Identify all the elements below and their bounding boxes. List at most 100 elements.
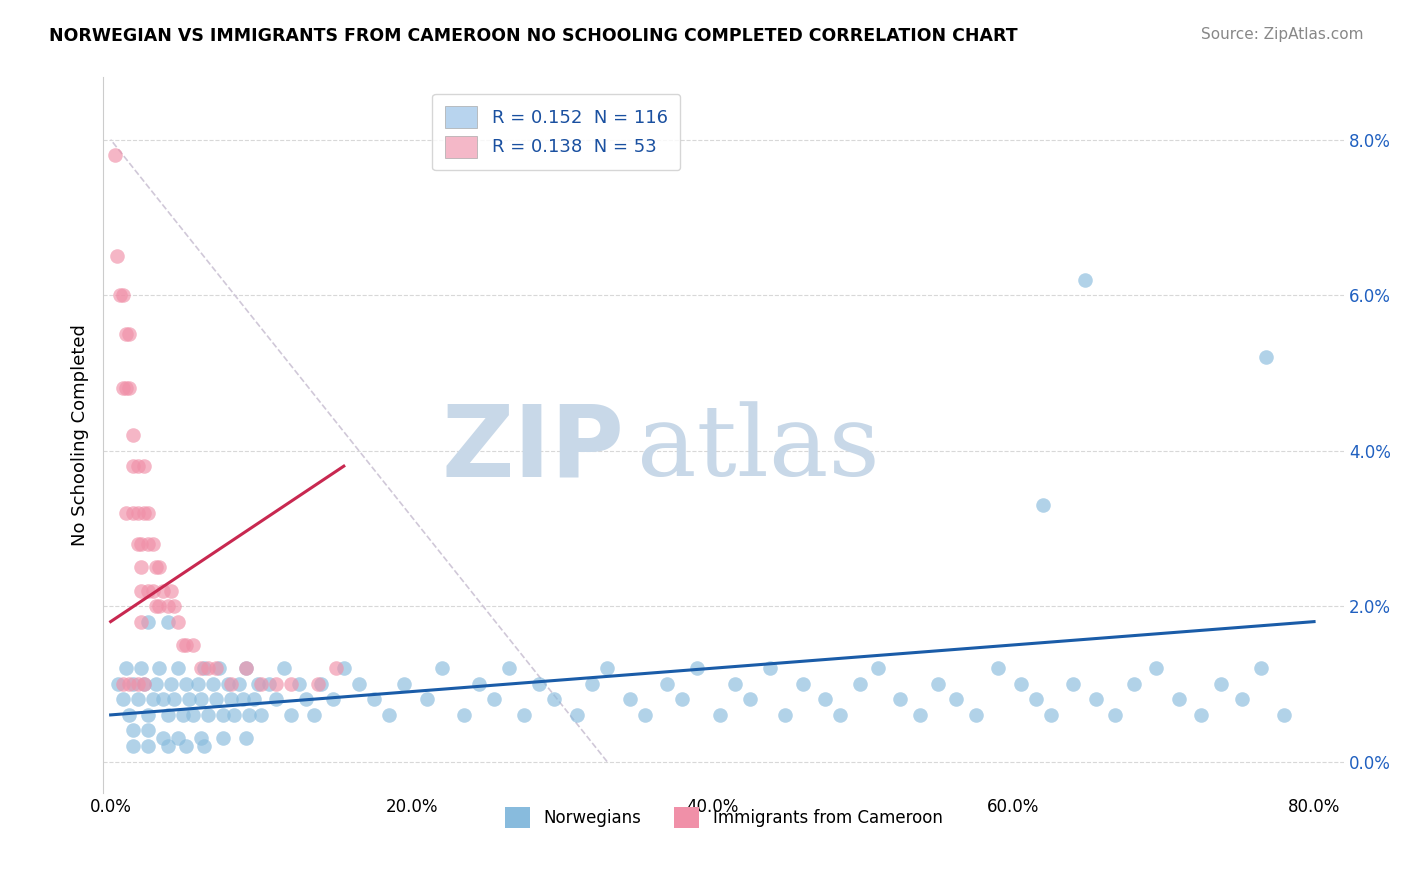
Point	[114, 506, 136, 520]
Point	[190, 692, 212, 706]
Point	[280, 677, 302, 691]
Point	[378, 707, 401, 722]
Point	[848, 677, 870, 691]
Point	[686, 661, 709, 675]
Point	[1062, 677, 1084, 691]
Point	[222, 707, 245, 722]
Point	[1084, 692, 1107, 706]
Point	[183, 638, 205, 652]
Point	[127, 506, 149, 520]
Point	[105, 249, 128, 263]
Point	[1122, 677, 1144, 691]
Point	[111, 677, 134, 691]
Point	[156, 615, 179, 629]
Point	[118, 677, 141, 691]
Point	[565, 707, 588, 722]
Point	[104, 148, 127, 162]
Point	[136, 506, 159, 520]
Point	[1074, 272, 1097, 286]
Point	[174, 638, 197, 652]
Point	[129, 661, 152, 675]
Point	[129, 560, 152, 574]
Point	[219, 677, 242, 691]
Point	[197, 707, 219, 722]
Point	[122, 677, 145, 691]
Point	[250, 677, 273, 691]
Point	[172, 638, 194, 652]
Point	[1039, 707, 1062, 722]
Point	[1010, 677, 1032, 691]
Point	[174, 677, 197, 691]
Point	[250, 707, 273, 722]
Text: atlas: atlas	[637, 401, 880, 497]
Point	[167, 731, 190, 746]
Point	[127, 677, 149, 691]
Point	[142, 583, 165, 598]
Text: Source: ZipAtlas.com: Source: ZipAtlas.com	[1201, 27, 1364, 42]
Point	[142, 537, 165, 551]
Point	[280, 707, 302, 722]
Point	[136, 739, 159, 753]
Point	[136, 615, 159, 629]
Point	[212, 731, 235, 746]
Point	[322, 692, 344, 706]
Point	[1209, 677, 1232, 691]
Point	[118, 707, 141, 722]
Point	[132, 459, 155, 474]
Point	[1144, 661, 1167, 675]
Point	[219, 692, 242, 706]
Point	[217, 677, 239, 691]
Point	[228, 677, 250, 691]
Point	[333, 661, 356, 675]
Point	[136, 707, 159, 722]
Point	[307, 677, 329, 691]
Point	[264, 677, 287, 691]
Point	[183, 707, 205, 722]
Point	[513, 707, 536, 722]
Point	[273, 661, 295, 675]
Point	[927, 677, 949, 691]
Y-axis label: No Schooling Completed: No Schooling Completed	[72, 324, 89, 546]
Point	[163, 692, 186, 706]
Point	[148, 661, 170, 675]
Point	[908, 707, 931, 722]
Point	[205, 661, 228, 675]
Point	[235, 731, 257, 746]
Point	[136, 723, 159, 738]
Point	[392, 677, 415, 691]
Point	[177, 692, 200, 706]
Point	[468, 677, 491, 691]
Point	[152, 692, 174, 706]
Point	[430, 661, 453, 675]
Point	[172, 707, 194, 722]
Point	[129, 537, 152, 551]
Point	[242, 692, 264, 706]
Point	[212, 707, 235, 722]
Point	[167, 615, 190, 629]
Point	[156, 599, 179, 613]
Point	[657, 677, 679, 691]
Point	[187, 677, 209, 691]
Point	[498, 661, 520, 675]
Point	[114, 326, 136, 341]
Point	[363, 692, 385, 706]
Point	[107, 677, 129, 691]
Point	[142, 692, 165, 706]
Point	[156, 739, 179, 753]
Point	[235, 661, 257, 675]
Point	[145, 560, 167, 574]
Point	[136, 583, 159, 598]
Point	[201, 677, 224, 691]
Point	[163, 599, 186, 613]
Point	[965, 707, 987, 722]
Point	[118, 381, 141, 395]
Point	[866, 661, 889, 675]
Point	[596, 661, 619, 675]
Point	[1167, 692, 1189, 706]
Point	[987, 661, 1010, 675]
Point	[132, 677, 155, 691]
Point	[111, 692, 134, 706]
Point	[197, 661, 219, 675]
Point	[122, 506, 145, 520]
Text: NORWEGIAN VS IMMIGRANTS FROM CAMEROON NO SCHOOLING COMPLETED CORRELATION CHART: NORWEGIAN VS IMMIGRANTS FROM CAMEROON NO…	[49, 27, 1018, 45]
